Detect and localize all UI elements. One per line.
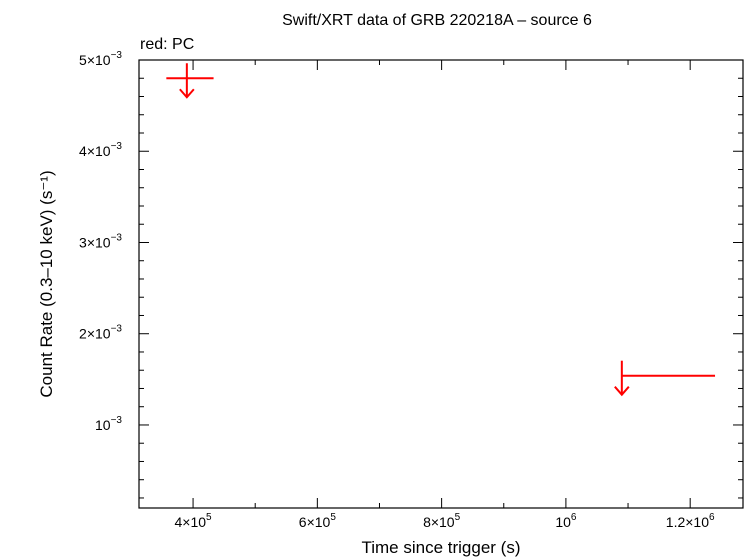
- axis-tick-labels: 4×105 6×105 8×105 106 1.2×106 10−3 2×10−3 3×10−…: [79, 50, 715, 530]
- x-tick-label: 106: [555, 512, 577, 530]
- x-axis-label: Time since trigger (s): [361, 538, 520, 557]
- plot-frame: [138, 59, 744, 509]
- data-marks: [166, 63, 716, 397]
- y-tick-label: 4×10−3: [79, 141, 122, 159]
- upper-limit-arrowhead: [179, 88, 195, 99]
- upper-limit-point: [166, 63, 214, 99]
- y-tick-label: 5×10−3: [79, 50, 122, 68]
- upper-limit-arrowhead: [614, 386, 630, 397]
- axis-ticks: [139, 59, 743, 508]
- x-tick-label: 1.2×106: [666, 512, 715, 530]
- y-tick-label: 2×10−3: [79, 324, 122, 342]
- x-tick-label: 8×105: [423, 512, 461, 530]
- x-tick-label: 6×105: [299, 512, 337, 530]
- upper-limit-point: [614, 360, 716, 397]
- x-tick-label: 4×105: [175, 512, 213, 530]
- y-tick-label: 10−3: [95, 415, 122, 433]
- y-axis-label: Count Rate (0.3–10 keV) (s⁻¹): [37, 170, 56, 397]
- chart-subtitle: red: PC: [140, 36, 194, 53]
- chart-title: Swift/XRT data of GRB 220218A – source 6: [282, 12, 592, 29]
- y-tick-label: 3×10−3: [79, 232, 122, 250]
